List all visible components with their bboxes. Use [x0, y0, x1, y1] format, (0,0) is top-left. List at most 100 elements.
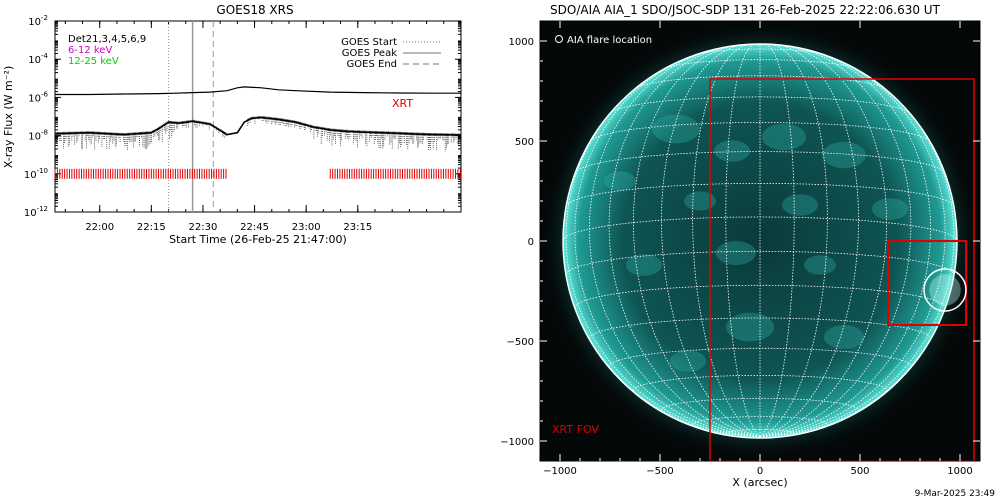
goes-legend-left-entry: 6-12 keV — [68, 45, 112, 56]
goes-axis-ticks — [55, 20, 461, 213]
aia-grid-longitude — [759, 44, 887, 437]
goes-y-tick-label: 10-4 — [28, 52, 48, 66]
aia-x-tick-label: −1000 — [543, 466, 577, 477]
goes-x-axis-label: Start Time (26-Feb-25 21:47:00) — [169, 233, 347, 246]
aia-axis-ticks — [540, 21, 980, 461]
goes-legend-left-entry: 12-25 keV — [68, 56, 119, 67]
aia-flare-core — [929, 274, 961, 306]
aia-bright-regions — [604, 114, 908, 372]
aia-grid-longitude — [759, 80, 955, 437]
aia-grid-longitude — [725, 43, 761, 437]
aia-y-tick-label: 1000 — [509, 37, 534, 48]
goes-series-high-energy — [55, 86, 461, 96]
goes-x-tick-label: 22:00 — [85, 222, 114, 233]
goes-y-tick-label: 10-8 — [28, 129, 48, 143]
goes-title: GOES18 XRS — [216, 3, 293, 17]
aia-grid-longitude — [588, 48, 761, 437]
aia-grid-longitude — [608, 46, 761, 437]
goes-y-tick-label: 10-2 — [28, 14, 48, 28]
goes-y-tick-label: 10-6 — [28, 90, 48, 104]
aia-x-tick-label: 1000 — [947, 466, 972, 477]
aia-x-tick-label: −500 — [646, 466, 673, 477]
aia-y-tick-label: 0 — [528, 237, 534, 248]
aia-grid-longitude — [759, 240, 958, 437]
aia-bright-patch — [824, 325, 864, 349]
aia-grid-longitude — [661, 44, 761, 437]
aia-bright-patch — [652, 114, 700, 144]
goes-x-tick-label: 22:30 — [189, 222, 218, 233]
goes-noise-band — [54, 115, 462, 152]
aia-bright-patch — [782, 194, 818, 216]
aia-grid-latitude — [661, 397, 859, 411]
footer-timestamp: 9-Mar-2025 23:49 — [915, 489, 996, 499]
aia-y-tick-labels: −1000 −500 0 500 1000 — [500, 37, 534, 448]
xrt-coverage-ticks — [54, 168, 461, 179]
aia-title: SDO/AIA AIA_1 SDO/JSOC-SDP 131 26-Feb-20… — [550, 3, 941, 17]
goes-legend-right-entry: GOES End — [347, 59, 397, 70]
aia-y-tick-label: −1000 — [500, 437, 534, 448]
goes-x-tick-label: 22:15 — [137, 222, 166, 233]
aia-bright-patch — [714, 140, 750, 162]
aia-x-tick-label: 500 — [850, 466, 869, 477]
aia-bright-patch — [604, 171, 636, 191]
aia-bright-patch — [822, 141, 866, 169]
aia-grid-latitude — [565, 250, 955, 276]
aia-bright-patch — [716, 241, 756, 265]
aia-grid-longitude — [565, 80, 761, 437]
aia-flare-legend: AIA flare location — [567, 35, 652, 46]
goes-y-tick-labels: 10-2 10-4 10-6 10-8 10-10 10-12 — [24, 14, 49, 219]
aia-x-tick-label: 0 — [757, 466, 763, 477]
aia-grid-latitude — [664, 59, 856, 70]
aia-grid-longitude — [562, 240, 761, 437]
aia-grid-longitude — [759, 44, 859, 437]
goes-series-lines — [54, 86, 462, 136]
aia-flare-circle — [923, 268, 967, 312]
aia-grid-latitude — [574, 151, 946, 173]
xrt-fov-label: XRT FOV — [552, 423, 599, 436]
goes-xrt-label: XRT — [392, 97, 413, 110]
goes-x-tick-label: 22:45 — [240, 222, 269, 233]
aia-grid-longitude — [759, 43, 795, 437]
aia-bright-patch — [684, 191, 716, 211]
aia-grid-longitude — [692, 43, 761, 437]
aia-heliographic-grid — [562, 43, 958, 439]
aia-y-tick-label: −500 — [507, 337, 534, 348]
aia-bright-patch — [626, 254, 662, 276]
xrt-zoom-box — [887, 240, 967, 326]
goes-y-tick-label: 10-10 — [24, 167, 48, 181]
goes-x-tick-label: 23:00 — [292, 222, 321, 233]
goes-y-tick-label: 10-12 — [24, 205, 48, 219]
aia-bright-patch — [872, 198, 908, 220]
goes-plot-frame — [54, 20, 462, 213]
aia-grid-longitude — [759, 46, 912, 437]
goes-event-lines — [168, 21, 214, 212]
aia-bright-patch — [670, 350, 706, 372]
aia-grid-latitude — [565, 183, 955, 207]
aia-grid-longitude — [759, 43, 828, 437]
goes-panel: GOES18 XRS 10-2 10-4 10-6 10-8 10-10 10-12 22… — [2, 3, 462, 246]
aia-x-tick-labels: −1000 −500 0 500 1000 — [543, 466, 973, 477]
aia-bright-patch — [762, 123, 806, 151]
aia-panel: SDO/AIA AIA_1 SDO/JSOC-SDP 131 26-Feb-20… — [500, 3, 981, 489]
aia-x-axis-label: X (arcsec) — [732, 476, 787, 489]
aia-grid-latitude — [590, 121, 930, 142]
goes-x-tick-label: 23:15 — [343, 222, 372, 233]
aia-y-tick-label: 500 — [515, 137, 534, 148]
goes-series-low-energy — [54, 116, 462, 136]
goes-x-tick-labels: 22:00 22:15 22:30 22:45 23:00 23:15 — [85, 222, 372, 233]
aia-flare-legend-icon — [555, 35, 563, 43]
xrt-fov-box — [709, 78, 975, 461]
goes-legend-right-entry: GOES Start — [341, 37, 397, 48]
aia-bright-patch — [804, 255, 836, 275]
goes-legend-right-entry: GOES Peak — [342, 48, 397, 59]
goes-legend-left-entry: Det21,3,4,5,6,9 — [68, 34, 146, 45]
aia-bright-patch — [726, 312, 774, 342]
aia-grid-longitude — [633, 44, 761, 437]
goes-y-axis-label: X-ray Flux (W m⁻²) — [2, 66, 15, 168]
aia-grid-longitude — [759, 48, 932, 437]
aia-grid-longitude — [574, 54, 761, 437]
aia-grid-longitude — [759, 54, 946, 437]
